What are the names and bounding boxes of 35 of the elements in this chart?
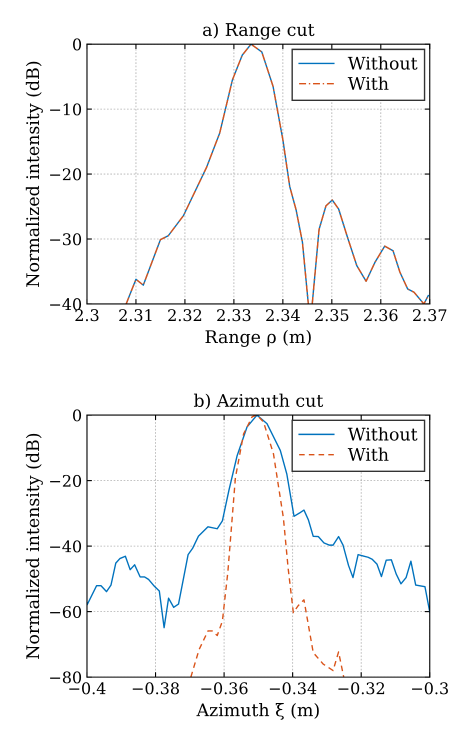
x-tick-label: 2.34 (266, 309, 300, 322)
y-tick-label: −20 (50, 474, 82, 487)
legend-label: Without (348, 427, 418, 441)
x-tick-label: 2.33 (217, 309, 250, 322)
x-tick-label: −0.38 (132, 682, 179, 694)
y-tick-label: −60 (50, 606, 82, 618)
y-tick-label: −40 (50, 540, 82, 552)
y-axis-title: Normalized intensity (dB) (26, 62, 43, 287)
chart-title: a) Range cut (203, 22, 314, 40)
y-axis-title: Normalized intensity (dB) (26, 434, 43, 659)
x-tick-label: 2.37 (413, 309, 446, 322)
x-tick-label: −0.4 (69, 682, 106, 694)
y-tick-label: −20 (50, 168, 82, 180)
legend-label: With (348, 448, 389, 461)
x-tick-label: 2.32 (168, 309, 202, 322)
x-tick-label: −0.36 (201, 682, 248, 694)
x-tick-label: 2.35 (315, 309, 348, 322)
y-tick-label: 0 (73, 409, 82, 422)
y-tick-label: −10 (50, 103, 82, 116)
x-axis-title: Azimuth ξ (m) (196, 702, 319, 720)
x-tick-label: −0.3 (412, 682, 448, 694)
y-tick-label: −30 (50, 233, 82, 246)
line-series (190, 415, 344, 678)
x-tick-label: −0.32 (338, 682, 384, 694)
x-tick-label: 2.36 (364, 309, 398, 322)
x-axis-title: Range ρ (m) (206, 330, 311, 347)
x-tick-label: 2.31 (119, 309, 152, 322)
legend-label: With (348, 76, 389, 90)
x-tick-label: 2.3 (75, 309, 98, 322)
chart-title: b) Azimuth cut (194, 394, 324, 410)
legend-label: Without (348, 56, 418, 70)
y-tick-label: −40 (50, 298, 82, 310)
x-tick-label: −0.34 (270, 682, 316, 694)
y-tick-label: −80 (50, 671, 82, 684)
y-tick-label: 0 (73, 38, 82, 50)
